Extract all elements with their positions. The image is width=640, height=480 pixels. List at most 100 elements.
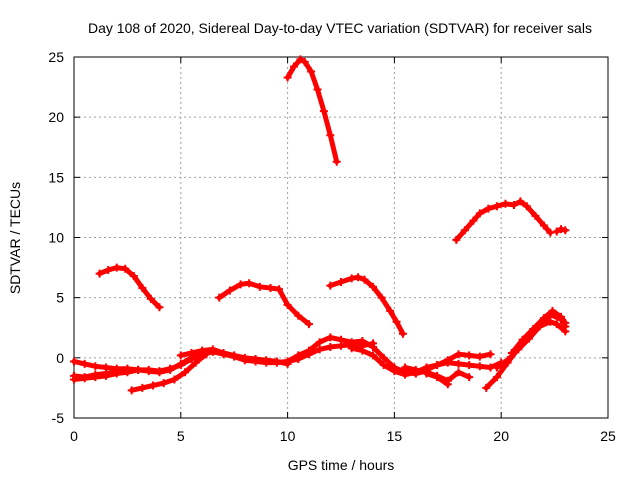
data-point	[390, 365, 399, 374]
data-point	[465, 351, 474, 360]
data-point	[262, 356, 271, 365]
data-point	[144, 367, 153, 376]
x-ticks: 0 5 10 15 20 25	[70, 57, 616, 444]
data-point	[398, 329, 407, 338]
data-point	[460, 226, 469, 235]
data-point	[443, 358, 452, 367]
series-track	[216, 280, 312, 327]
data-point	[469, 216, 478, 225]
data-point	[300, 57, 309, 66]
data-point	[283, 300, 292, 309]
data-point	[198, 346, 207, 355]
data-point	[433, 361, 442, 370]
data-point	[70, 375, 78, 384]
data-point	[294, 311, 303, 320]
data-point	[219, 349, 228, 358]
data-point	[283, 357, 292, 366]
data-point	[208, 345, 217, 354]
data-point	[176, 351, 185, 360]
series-arc-9	[70, 365, 143, 384]
series-track	[327, 274, 406, 337]
data-point	[369, 282, 378, 291]
data-point	[465, 361, 474, 370]
data-point	[452, 235, 461, 244]
data-point	[347, 344, 356, 353]
data-point	[181, 368, 190, 377]
x-tick-label: 10	[280, 428, 296, 444]
data-point	[296, 55, 305, 64]
y-tick-label: 0	[56, 350, 64, 366]
data-point	[454, 359, 463, 368]
series-arc-4	[326, 273, 407, 338]
data-point	[561, 226, 570, 235]
data-point	[129, 272, 138, 281]
data-points	[70, 55, 570, 395]
data-point	[552, 227, 561, 236]
data-point	[501, 199, 510, 208]
x-tick-label: 0	[70, 428, 78, 444]
data-point	[315, 338, 324, 347]
data-point	[255, 282, 264, 291]
data-point	[319, 107, 328, 116]
series-arc-19	[507, 306, 570, 358]
data-point	[503, 356, 512, 365]
y-tick-label: 25	[48, 49, 64, 65]
series-track	[285, 56, 340, 165]
data-point	[557, 312, 566, 321]
data-point	[91, 362, 100, 371]
data-point	[102, 371, 111, 380]
data-point	[475, 362, 484, 371]
x-tick-label: 5	[177, 428, 185, 444]
data-point	[475, 352, 484, 361]
y-axis-label: SDTVAR / TECUs	[7, 182, 23, 294]
series-arc-5	[452, 197, 555, 244]
data-point	[507, 349, 516, 358]
series-arc-11	[176, 345, 292, 368]
data-point	[422, 369, 431, 378]
data-point	[304, 346, 313, 355]
data-point	[326, 281, 335, 290]
data-point	[294, 351, 303, 360]
data-point	[123, 368, 132, 377]
chart-title: Day 108 of 2020, Sidereal Day-to-day VTE…	[88, 20, 592, 36]
series-arc-16	[422, 369, 452, 389]
data-point	[104, 265, 113, 274]
data-point	[529, 324, 538, 333]
data-point	[138, 383, 147, 392]
data-point	[475, 209, 484, 218]
data-point	[290, 62, 299, 71]
data-point	[522, 202, 531, 211]
data-point	[492, 202, 501, 211]
data-point	[215, 293, 224, 302]
data-point	[354, 273, 363, 282]
data-point	[134, 365, 143, 374]
data-point	[369, 351, 378, 360]
data-point	[138, 284, 147, 293]
data-point	[80, 359, 89, 368]
y-ticks: -5 0 5 10 15 20 25	[48, 49, 608, 426]
data-point	[358, 336, 367, 345]
data-point	[95, 269, 104, 278]
x-tick-label: 15	[387, 428, 403, 444]
data-point	[146, 294, 155, 303]
data-point	[266, 284, 275, 293]
data-point	[307, 67, 316, 76]
data-point	[557, 225, 566, 234]
data-point	[127, 386, 136, 395]
data-point	[454, 350, 463, 359]
data-point	[159, 379, 168, 388]
data-point	[170, 375, 179, 384]
y-tick-label: 5	[56, 290, 64, 306]
data-point	[377, 293, 386, 302]
data-point	[531, 211, 540, 220]
data-point	[347, 274, 356, 283]
series-arc-3	[283, 55, 341, 166]
data-point	[240, 353, 249, 362]
data-point	[251, 355, 260, 364]
y-tick-label: 20	[48, 109, 64, 125]
data-point	[313, 85, 322, 94]
data-point	[486, 350, 495, 359]
data-point	[360, 275, 369, 284]
data-point	[386, 306, 395, 315]
data-point	[326, 343, 335, 352]
